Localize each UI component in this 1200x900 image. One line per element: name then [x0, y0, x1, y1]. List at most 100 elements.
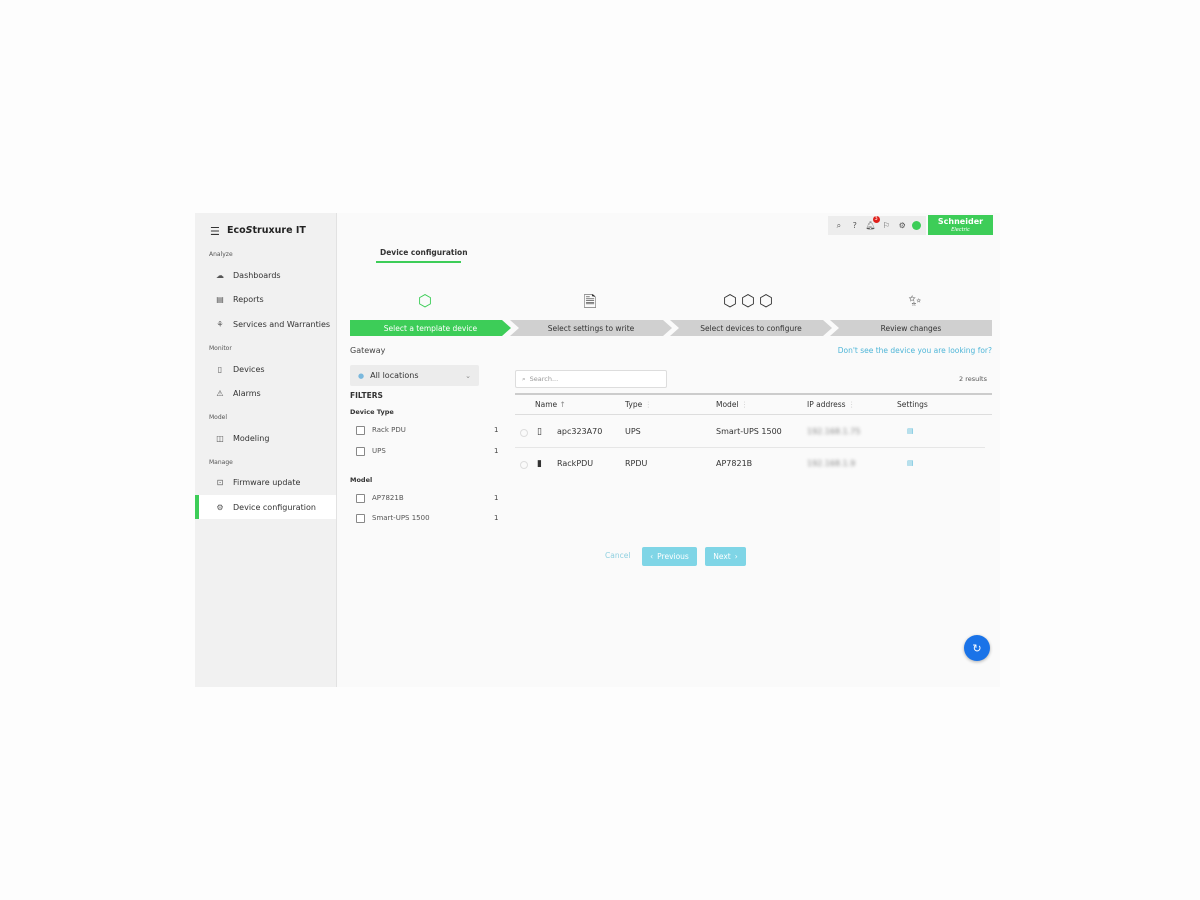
- sidebar: ☰ EcoStruxure IT Analyze ☁ Dashboards ▤ Re…: [195, 213, 337, 687]
- devices-boxes-icon: ⬡⬡⬡: [723, 291, 777, 310]
- column-ip[interactable]: IP address ⋮: [807, 400, 856, 409]
- checkbox-ups[interactable]: [356, 447, 365, 456]
- filter-label: Rack PDU: [372, 426, 406, 434]
- cell-name: RackPDU: [557, 459, 594, 468]
- warning-icon: ⚠: [216, 388, 224, 398]
- sort-icon: ⋮: [740, 400, 749, 409]
- magic-wand-icon: ✨︎: [908, 291, 922, 310]
- search-icon: ⌕: [522, 374, 526, 383]
- step-review-changes: Review changes: [830, 320, 992, 336]
- app-window: ☰ EcoStruxure IT Analyze ☁ Dashboards ▤ Re…: [195, 213, 1000, 687]
- cell-type: UPS: [625, 427, 641, 436]
- sort-icon: ⋮: [847, 400, 856, 409]
- gear-icon[interactable]: ⚙: [898, 221, 906, 230]
- sidebar-item-reports[interactable]: ▤ Reports: [216, 294, 264, 304]
- gateway-label: Gateway: [350, 346, 386, 355]
- filter-count: 1: [494, 494, 499, 502]
- feedback-icon[interactable]: ⚐: [882, 221, 890, 230]
- column-settings: Settings: [897, 400, 928, 409]
- rack-pdu-icon: ▮: [537, 459, 542, 469]
- sort-asc-icon: ↑: [559, 400, 566, 409]
- sidebar-item-alarms[interactable]: ⚠ Alarms: [216, 388, 261, 398]
- sidebar-item-services[interactable]: ⚘ Services and Warranties: [216, 319, 331, 329]
- table-row[interactable]: ▮ RackPDU RPDU AP7821B 192.168.1.9 ▤: [515, 450, 985, 480]
- checkbox-rack-pdu[interactable]: [356, 426, 365, 435]
- settings-file-icon[interactable]: ▤: [907, 427, 914, 435]
- search-input[interactable]: ⌕ Search...: [515, 370, 667, 388]
- sort-icon: ⋮: [644, 400, 653, 409]
- section-model: Model: [209, 414, 228, 421]
- cell-model: Smart-UPS 1500: [716, 427, 782, 436]
- firmware-icon: ⊡: [216, 477, 224, 487]
- sidebar-item-device-configuration[interactable]: ⚙ Device configuration: [195, 495, 336, 519]
- section-monitor: Monitor: [209, 345, 232, 352]
- next-button[interactable]: Next ›: [705, 547, 746, 566]
- previous-button[interactable]: ‹ Previous: [642, 547, 697, 566]
- header-divider: [515, 414, 992, 415]
- search-icon[interactable]: ⌕: [836, 220, 842, 230]
- services-icon: ⚘: [216, 319, 224, 329]
- filter-label: AP7821B: [372, 494, 404, 502]
- sidebar-item-devices[interactable]: ▯ Devices: [195, 357, 336, 381]
- checkbox-smart-ups-1500[interactable]: [356, 514, 365, 523]
- ups-icon: ▯: [537, 427, 542, 437]
- filter-label: Smart-UPS 1500: [372, 514, 430, 522]
- model-label: Model: [350, 476, 373, 484]
- row-radio[interactable]: [520, 461, 528, 469]
- chevron-right-icon: ›: [734, 552, 738, 561]
- filter-label: UPS: [372, 447, 386, 455]
- sidebar-item-dashboards[interactable]: ☁ Dashboards: [216, 270, 281, 280]
- cell-ip: 192.168.1.9: [807, 459, 856, 468]
- cell-type: RPDU: [625, 459, 648, 468]
- modeling-icon: ◫: [216, 433, 224, 443]
- cell-ip: 192.168.1.75: [807, 427, 861, 436]
- settings-file-icon[interactable]: ▤: [907, 459, 914, 467]
- device-icon: ▯: [217, 364, 223, 374]
- chevron-left-icon: ‹: [650, 552, 654, 561]
- filter-count: 1: [494, 514, 499, 522]
- results-count: 2 results: [959, 375, 987, 383]
- device-box-icon: ⬡: [418, 291, 432, 310]
- document-icon: 🗎︎: [583, 292, 597, 311]
- checkbox-ap7821b[interactable]: [356, 494, 365, 503]
- cell-name: apc323A70: [557, 427, 603, 436]
- filter-count: 1: [494, 447, 499, 455]
- cloud-icon: ☁: [216, 270, 224, 280]
- tab-underline: [376, 261, 461, 263]
- cancel-button[interactable]: Cancel: [605, 551, 631, 560]
- row-divider: [515, 447, 985, 448]
- row-radio[interactable]: [520, 429, 528, 437]
- notification-badge: 3: [872, 215, 880, 223]
- device-type-label: Device Type: [350, 408, 394, 416]
- filter-count: 1: [494, 426, 499, 434]
- section-analyze: Analyze: [209, 251, 233, 258]
- help-link[interactable]: Don't see the device you are looking for…: [837, 346, 992, 355]
- column-name[interactable]: Name ↑: [535, 400, 566, 409]
- sidebar-item-modeling[interactable]: ◫ Modeling: [216, 433, 270, 443]
- step-select-devices: Select devices to configure: [670, 320, 832, 336]
- table-row[interactable]: ▯ apc323A70 UPS Smart-UPS 1500 192.168.1…: [515, 418, 985, 448]
- config-icon: ⚙: [216, 502, 224, 512]
- schneider-logo: Schneider Electric: [928, 215, 993, 235]
- brand-logo: EcoStruxure IT: [227, 225, 306, 236]
- tab-device-configuration[interactable]: Device configuration: [380, 248, 468, 257]
- column-type[interactable]: Type ⋮: [625, 400, 653, 409]
- table-top-border: [515, 393, 992, 395]
- bell-icon[interactable]: 🔔︎ 3: [865, 215, 880, 230]
- sidebar-item-firmware[interactable]: ⊡ Firmware update: [216, 477, 301, 487]
- column-model[interactable]: Model ⋮: [716, 400, 749, 409]
- menu-icon[interactable]: ☰: [210, 225, 220, 238]
- gateway-dropdown[interactable]: ● All locations ⌄: [350, 365, 479, 386]
- filters-title: FILTERS: [350, 391, 383, 400]
- step-select-template: Select a template device: [350, 320, 511, 336]
- user-avatar[interactable]: [912, 221, 922, 230]
- help-icon[interactable]: ?: [852, 221, 857, 230]
- report-icon: ▤: [216, 294, 224, 304]
- toolbar: ⌕ ? 🔔︎ 3 ⚐ ⚙: [828, 215, 926, 235]
- assistant-fab-button[interactable]: ↻: [964, 635, 990, 661]
- cell-model: AP7821B: [716, 459, 753, 468]
- chevron-down-icon: ⌄: [465, 371, 471, 380]
- globe-icon: ●: [358, 371, 365, 380]
- section-manage: Manage: [209, 459, 233, 466]
- step-select-settings: Select settings to write: [510, 320, 672, 336]
